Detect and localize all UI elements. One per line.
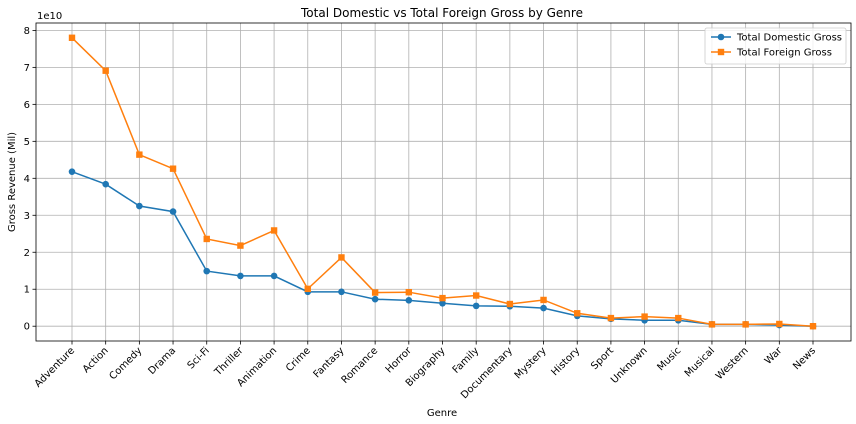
data-point	[405, 297, 413, 304]
data-point	[136, 202, 143, 210]
legend-box	[704, 27, 847, 65]
chart-title: Total Domestic vs Total Foreign Gross by…	[300, 6, 583, 20]
data-point	[641, 313, 648, 320]
y-axis-offset-text: 1e10	[37, 11, 62, 22]
legend: Total Domestic Gross Total Foreign Gross	[704, 27, 847, 65]
x-tick-label: Action	[81, 345, 111, 375]
data-point	[102, 67, 109, 74]
data-point	[237, 272, 244, 280]
data-point	[472, 302, 480, 310]
legend-marker	[717, 33, 725, 41]
data-point	[338, 254, 345, 261]
data-point	[574, 310, 581, 317]
data-point	[237, 242, 244, 249]
y-tick-label: 6	[24, 100, 30, 111]
x-tick-label: Romance	[340, 345, 381, 386]
legend-item: Total Foreign Gross	[711, 48, 832, 59]
x-tick-label: Comedy	[108, 345, 145, 382]
data-point	[675, 314, 682, 322]
x-tick-label: Sci-Fi	[186, 345, 212, 371]
legend-marker	[717, 48, 725, 56]
data-point	[371, 295, 379, 303]
y-tick-label: 3	[24, 211, 30, 222]
x-axis-label: Genre	[427, 408, 457, 419]
data-point	[472, 292, 480, 299]
data-point	[68, 168, 76, 175]
data-point	[203, 267, 211, 275]
x-tick-label: Mystery	[513, 345, 549, 381]
data-point	[506, 300, 514, 308]
plot-area	[35, 22, 852, 342]
x-tick-label: Crime	[284, 345, 313, 374]
data-point	[203, 235, 210, 243]
x-tick-label: Family	[451, 345, 482, 376]
data-point	[371, 289, 379, 296]
data-point	[439, 299, 446, 307]
y-tick-label: 8	[24, 26, 30, 37]
y-axis-ticks: 0 1 2 3 4 5 6 7 8	[24, 26, 36, 333]
x-tick-label: Drama	[146, 345, 178, 377]
y-tick-label: 4	[24, 174, 30, 185]
data-point	[68, 34, 76, 41]
x-tick-label: Music	[655, 345, 683, 373]
x-tick-label: History	[549, 345, 582, 378]
data-point	[270, 227, 278, 234]
y-tick-label: 5	[24, 137, 30, 148]
y-tick-label: 7	[24, 63, 30, 74]
x-tick-label: News	[791, 345, 818, 372]
x-tick-label: War	[763, 345, 785, 367]
data-point	[169, 165, 177, 172]
x-tick-label: Horror	[384, 345, 415, 376]
data-point	[405, 288, 413, 296]
data-point	[607, 314, 615, 322]
data-point	[304, 285, 311, 293]
data-point	[776, 320, 783, 328]
x-tick-label: Sport	[589, 345, 616, 372]
legend-label: Total Foreign Gross	[736, 48, 832, 59]
data-point	[169, 208, 177, 215]
legend-item: Total Domestic Gross	[711, 33, 842, 44]
x-tick-label: Western	[714, 345, 751, 382]
x-tick-label: Adventure	[33, 345, 77, 389]
legend-label: Total Domestic Gross	[736, 33, 842, 44]
data-point	[338, 288, 345, 296]
series-1	[68, 34, 817, 330]
y-axis-label: Gross Revenue (Mil)	[7, 132, 18, 232]
y-tick-label: 0	[24, 322, 30, 333]
data-point	[708, 321, 716, 328]
x-tick-label: Thriller	[212, 345, 246, 379]
data-point	[742, 321, 749, 328]
grid	[36, 23, 851, 341]
data-point	[439, 294, 446, 302]
y-tick-label: 1	[24, 285, 30, 296]
data-point	[136, 151, 143, 158]
data-point	[270, 272, 278, 280]
data-point	[540, 304, 547, 312]
data-point	[540, 296, 547, 304]
series-layer	[68, 34, 817, 330]
y-tick-label: 2	[24, 248, 30, 259]
data-point	[809, 323, 817, 330]
x-tick-label: Musical	[683, 345, 717, 379]
data-point	[102, 180, 109, 188]
x-tick-label: Unknown	[609, 345, 650, 386]
